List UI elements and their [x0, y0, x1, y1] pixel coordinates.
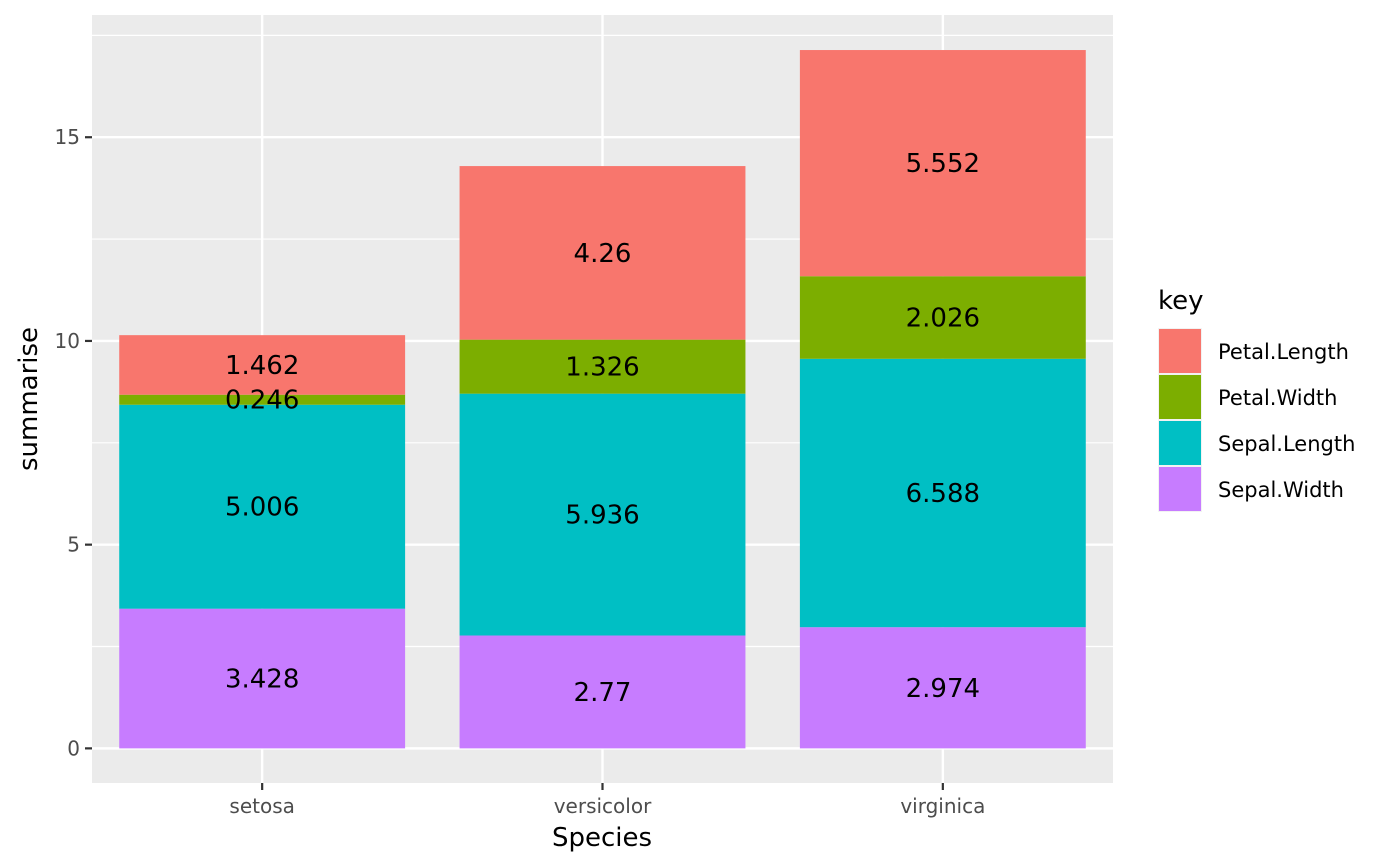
bar-data-labels: 3.428 5.006 0.246 1.462 2.77 5.936 1.326 4.26 2.…	[225, 149, 980, 708]
x-axis-title: Species	[552, 823, 652, 853]
bar-data-label: 1.326	[565, 353, 639, 383]
legend-label: Petal.Length	[1218, 340, 1349, 364]
bar-segment	[799, 358, 1086, 628]
legend-title: key	[1158, 286, 1204, 316]
bar-segment	[119, 404, 406, 609]
bar-segment	[119, 394, 406, 405]
bar-segment	[799, 627, 1086, 749]
bar-segment	[799, 50, 1086, 277]
y-axis: 0 5 10 15	[55, 125, 92, 760]
bar-data-label: 2.77	[574, 678, 632, 708]
bar-segment	[119, 335, 406, 395]
bar-data-label: 0.246	[225, 386, 299, 416]
bar-segment	[119, 608, 406, 749]
legend-key-swatch	[1159, 375, 1201, 419]
y-axis-title: summarise	[14, 327, 44, 471]
bar-segment	[799, 276, 1086, 359]
legend-key-swatch	[1159, 329, 1201, 373]
x-axis: setosa versicolor virginica	[229, 783, 985, 818]
legend-label: Petal.Width	[1218, 386, 1337, 410]
bar-data-label: 2.026	[906, 304, 980, 334]
bar-data-label: 6.588	[906, 479, 980, 509]
y-tick-label: 0	[67, 736, 80, 760]
bar-data-label: 2.974	[906, 674, 980, 704]
legend-label: Sepal.Length	[1218, 432, 1355, 456]
bar-segment	[459, 393, 746, 636]
bar-data-label: 5.552	[906, 149, 980, 179]
bar-data-label: 1.462	[225, 351, 299, 381]
legend-key-swatch	[1159, 467, 1201, 511]
bar-segment	[459, 339, 746, 394]
bar-segment	[459, 166, 746, 340]
x-tick-label: virginica	[900, 794, 985, 818]
legend: key Petal.Length Petal.Width Sepal.Length S…	[1158, 286, 1355, 512]
y-tick-label: 5	[67, 533, 80, 557]
bar-data-label: 4.26	[574, 239, 632, 269]
bar-data-label: 3.428	[225, 665, 299, 695]
bar-data-label: 5.936	[565, 501, 639, 531]
bar-segment	[459, 635, 746, 749]
y-tick-label: 10	[55, 329, 80, 353]
bar-data-label: 5.006	[225, 493, 299, 523]
y-tick-label: 15	[55, 125, 80, 149]
x-tick-label: setosa	[229, 794, 294, 818]
legend-key-swatch	[1159, 421, 1201, 465]
legend-label: Sepal.Width	[1218, 478, 1344, 502]
x-tick-label: versicolor	[554, 794, 652, 818]
bars	[119, 50, 1086, 749]
